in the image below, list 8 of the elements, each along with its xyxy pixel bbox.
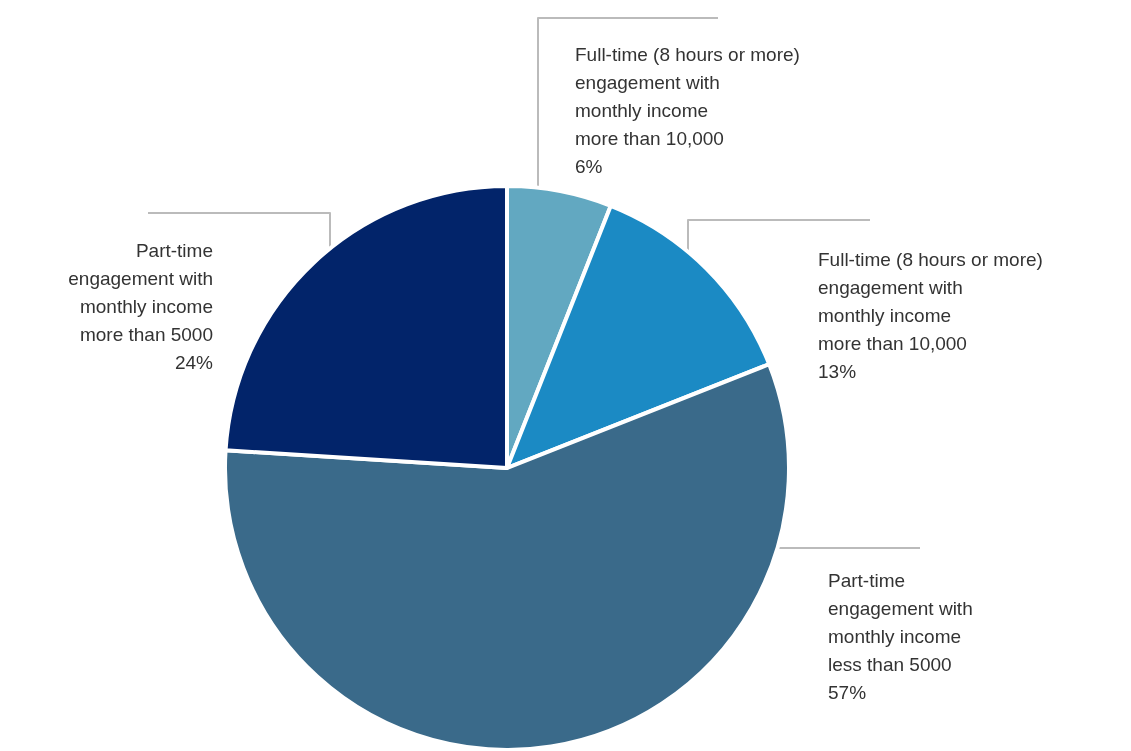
data-label: 6% <box>575 155 603 177</box>
data-label: 57% <box>828 681 867 703</box>
slice-label: Part-time engagement with monthly income less than 5000 <box>828 569 973 675</box>
slice-label: Part-time engagement with monthly income more than 5000 <box>68 239 213 345</box>
slice-label: Full-time (8 hours or more) engagement with monthly income more than 10,000 <box>818 248 1043 354</box>
data-label: 24% <box>174 351 214 373</box>
slice-label: Full-time (8 hours or more) engagement with monthly income more than 10,000 <box>575 43 800 149</box>
data-label: 13% <box>818 360 857 382</box>
